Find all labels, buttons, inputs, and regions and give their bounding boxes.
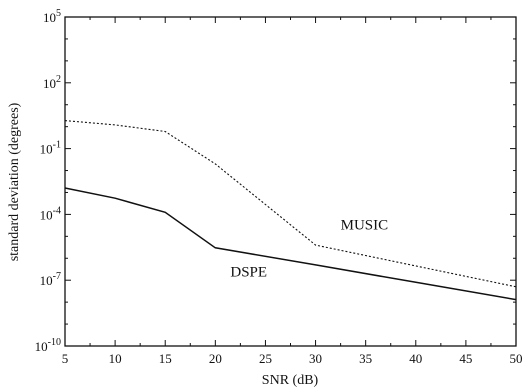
x-axis-label: SNR (dB): [262, 373, 319, 388]
series-lines: [64, 120, 517, 301]
x-tick-label: 45: [459, 351, 472, 366]
x-tick-label: 40: [409, 351, 422, 366]
x-tick-labels: 5 10 15 20 25 30 35 40 45 50: [62, 351, 523, 366]
annotation-music: MUSIC: [341, 218, 389, 234]
plot-frame: [64, 16, 517, 347]
y-tick-label: 10-7: [40, 271, 61, 288]
y-tick-label: 102: [43, 74, 61, 91]
y-tick-labels: 10-10 10-7 10-4 10-1 102 105: [35, 8, 61, 354]
annotations: MUSIC DSPE: [230, 218, 388, 281]
x-tick-label: 50: [510, 351, 523, 366]
series-line-dspe: [64, 187, 517, 301]
x-tick-label: 15: [159, 351, 172, 366]
y-tick-label: 10-1: [40, 140, 61, 157]
x-tick-label: 35: [359, 351, 372, 366]
x-tick-label: 10: [109, 351, 122, 366]
annotation-dspe: DSPE: [230, 264, 267, 280]
y-axis-label: standard deviation (degrees): [7, 102, 22, 261]
y-tick-label: 105: [43, 8, 61, 25]
series-line-music: [64, 120, 517, 288]
y-tick-label: 10-10: [35, 337, 61, 354]
tick-marks: [64, 16, 517, 347]
x-tick-label: 25: [259, 351, 272, 366]
y-tick-label: 10-4: [40, 205, 61, 222]
x-tick-label: 20: [209, 351, 222, 366]
x-tick-label: 5: [62, 351, 69, 366]
x-tick-label: 30: [309, 351, 322, 366]
